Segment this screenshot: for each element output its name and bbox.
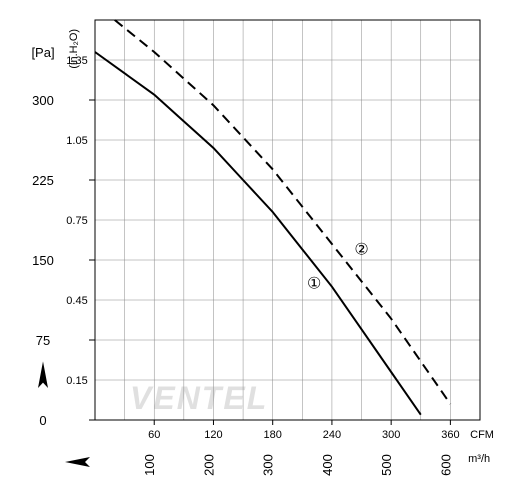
svg-text:0: 0 bbox=[39, 413, 46, 428]
svg-text:120: 120 bbox=[204, 429, 222, 441]
svg-text:②: ② bbox=[354, 241, 368, 258]
svg-text:75: 75 bbox=[36, 333, 50, 348]
svg-text:300: 300 bbox=[382, 429, 400, 441]
svg-text:[Pa]: [Pa] bbox=[31, 45, 54, 60]
svg-text:360: 360 bbox=[441, 429, 459, 441]
chart-svg: 075150225300[Pa]0.150.450.751.051.35(in.… bbox=[0, 0, 505, 503]
svg-text:150: 150 bbox=[32, 253, 54, 268]
svg-text:(in.H₂O): (in.H₂O) bbox=[68, 29, 80, 69]
chart-container: VENTEL 075150225300[Pa]0.150.450.751.051… bbox=[0, 0, 505, 503]
svg-text:CFM: CFM bbox=[470, 429, 494, 441]
svg-text:200: 200 bbox=[201, 454, 216, 476]
svg-text:①: ① bbox=[307, 275, 321, 292]
svg-text:400: 400 bbox=[320, 454, 335, 476]
svg-text:0.15: 0.15 bbox=[66, 375, 87, 387]
svg-text:180: 180 bbox=[264, 429, 282, 441]
svg-text:60: 60 bbox=[148, 429, 160, 441]
svg-text:0.45: 0.45 bbox=[66, 295, 87, 307]
svg-text:300: 300 bbox=[32, 93, 54, 108]
svg-text:500: 500 bbox=[379, 454, 394, 476]
svg-text:225: 225 bbox=[32, 173, 54, 188]
svg-text:0.75: 0.75 bbox=[66, 215, 87, 227]
svg-text:300: 300 bbox=[261, 454, 276, 476]
svg-text:m³/h: m³/h bbox=[468, 453, 490, 465]
svg-text:240: 240 bbox=[323, 429, 341, 441]
svg-text:100: 100 bbox=[142, 454, 157, 476]
svg-text:600: 600 bbox=[438, 454, 453, 476]
svg-text:1.05: 1.05 bbox=[66, 135, 87, 147]
